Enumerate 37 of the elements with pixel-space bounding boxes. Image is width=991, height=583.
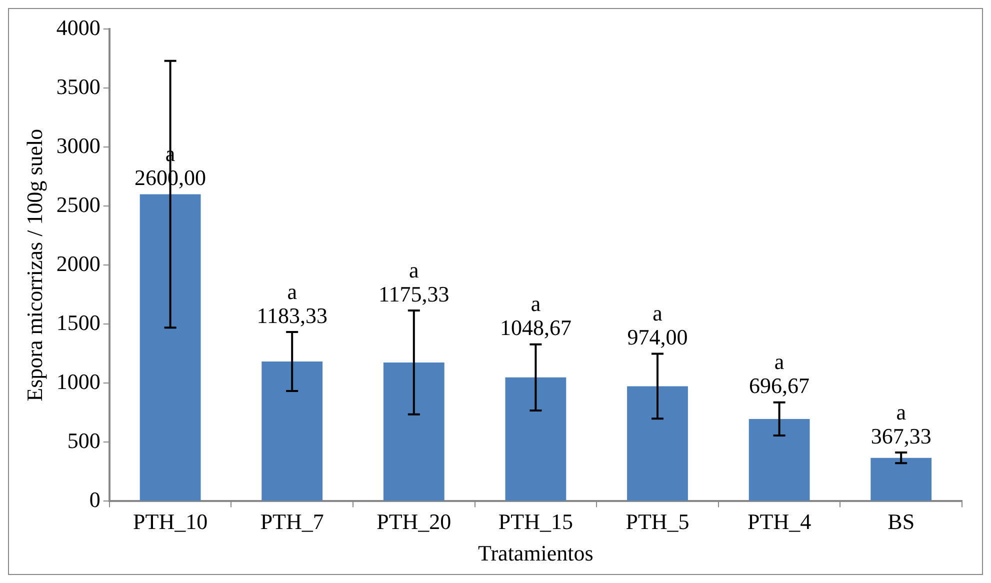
y-tick-label: 500 (67, 428, 100, 453)
annotation: a (652, 300, 663, 326)
bar (505, 377, 566, 501)
y-tick-label: 3000 (56, 132, 100, 158)
annotation: a (530, 291, 541, 316)
y-tick-label: 0 (89, 486, 100, 512)
x-tick-label: PTH_10 (133, 509, 208, 534)
data-label: 974,00 (627, 324, 688, 350)
bar (140, 194, 201, 501)
data-label: 696,67 (749, 373, 810, 398)
bar (870, 458, 932, 501)
y-tick-label: 4000 (56, 14, 100, 40)
y-tick-label: 2000 (56, 250, 100, 276)
bar (262, 362, 323, 501)
data-label: 367,33 (870, 423, 932, 448)
annotation: a (774, 349, 784, 374)
x-tick-label: PTH_15 (498, 509, 573, 534)
bar (748, 418, 810, 501)
y-tick-label: 1500 (56, 310, 100, 335)
annotation: a (287, 278, 298, 304)
data-label: 1183,33 (256, 302, 328, 328)
x-tick-label: PTH_7 (260, 509, 324, 534)
x-tick-label: PTH_4 (748, 509, 812, 534)
x-tick-label: PTH_5 (626, 509, 690, 534)
bar (383, 362, 444, 501)
x-tick-label: BS (888, 509, 915, 534)
bar (627, 386, 688, 501)
y-tick-label: 2500 (56, 192, 100, 217)
y-axis-title: Espora micorrizas / 100g suelo (22, 128, 47, 402)
data-label: 1175,33 (378, 281, 450, 306)
y-tick-label: 3500 (56, 74, 100, 99)
y-tick-label: 1000 (56, 368, 100, 394)
x-tick-label: PTH_20 (376, 509, 452, 534)
data-label: 1048,67 (500, 315, 572, 340)
annotation: a (409, 257, 420, 282)
x-axis-title: Tratamientos (478, 540, 594, 566)
annotation: a (896, 399, 906, 424)
